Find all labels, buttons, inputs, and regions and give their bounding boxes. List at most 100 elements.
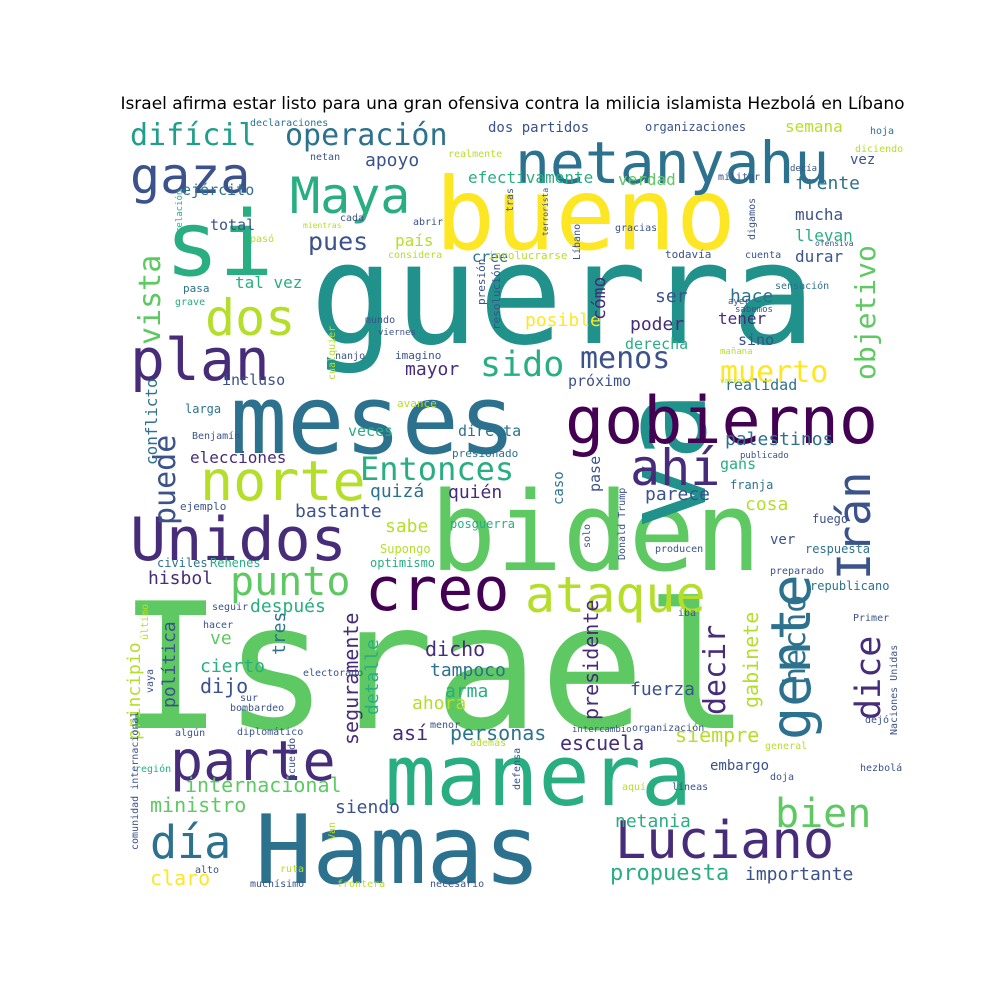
cloud-word-bombardeo: bombardeo (230, 703, 284, 714)
cloud-word-politica: política (159, 621, 180, 708)
cloud-word-sido: sido (480, 345, 564, 385)
cloud-word-hecho: hecho (778, 595, 813, 685)
cloud-word-ayer: ayer (728, 297, 750, 307)
cloud-word-terrorista: terrorista (541, 188, 550, 236)
cloud-word-tras: tras (505, 188, 516, 212)
cloud-word-manera: manera (385, 727, 692, 826)
cloud-word-pasa: pasa (183, 282, 210, 295)
cloud-word-militar: militar (718, 172, 760, 183)
cloud-word-netanyahu: netanyahu (515, 129, 829, 197)
cloud-word-mayor: mayor (405, 359, 459, 380)
cloud-word-seguramente: seguramente (339, 613, 363, 745)
cloud-word-dificil: difícil (130, 118, 256, 153)
cloud-word-dos: dos (205, 289, 295, 347)
cloud-word-ser: ser (655, 286, 688, 307)
cloud-word-tal-vez: tal vez (235, 273, 302, 292)
cloud-word-avance: avance (397, 397, 437, 410)
cloud-word-mucha: mucha (795, 205, 843, 224)
cloud-word-publicado: publicado (740, 451, 789, 461)
cloud-word-guerra: guerra (310, 214, 816, 377)
cloud-word-va: va (599, 392, 733, 530)
cloud-word-naciones-unidas: Naciones Unidas (889, 645, 900, 735)
cloud-word-seguir: seguir (212, 602, 248, 613)
cloud-word-decia: decía (790, 164, 817, 174)
figure-title: Israel afirma estar listo para una gran … (120, 94, 905, 114)
cloud-word-cuenta: cuenta (745, 250, 781, 261)
cloud-word-grave: grave (175, 297, 205, 308)
cloud-word-optimismo: optimismo (370, 556, 435, 570)
cloud-word-republicano: republicano (810, 579, 889, 593)
cloud-word-realmente: realmente (448, 149, 502, 160)
cloud-word-total: total (210, 216, 255, 234)
cloud-word-libano: Líbano (571, 224, 583, 260)
cloud-word-gracias: gracias (615, 223, 657, 234)
cloud-word-netan: netan (310, 152, 340, 163)
cloud-word-abrir: abrir (413, 217, 443, 228)
cloud-word-bien: bien (775, 791, 871, 837)
cloud-word-internacional: internacional (185, 773, 342, 797)
cloud-word-quiza: quizá (370, 481, 424, 502)
cloud-word-doja: doja (770, 772, 794, 783)
cloud-word-nanjo: nanjo (335, 351, 365, 362)
cloud-word-gobierno: gobierno (565, 384, 878, 459)
cloud-word-mientras: mientras (303, 221, 342, 230)
cloud-word-relacion: relación (174, 190, 185, 233)
cloud-word-iba: iba (678, 608, 696, 619)
cloud-word-asi: así (392, 721, 428, 745)
cloud-word-paso: pasó (250, 233, 274, 245)
cloud-word-hamas: Hamas (255, 796, 541, 906)
cloud-word-bastante: bastante (295, 501, 382, 522)
cloud-word-organizacion: organización (632, 722, 704, 734)
cloud-word-pues: pues (308, 227, 368, 256)
cloud-word-hace: hace (730, 286, 773, 307)
cloud-word-derecha: derecha (625, 335, 688, 353)
cloud-word-verdad: verdad (618, 170, 676, 189)
cloud-word-cualquier: cualquier (327, 326, 338, 380)
cloud-word-semana: semana (785, 117, 843, 136)
cloud-word-frontera: frontera (337, 879, 385, 890)
cloud-word-comunidad-internacional: comunidad internacional (130, 712, 141, 850)
cloud-word-importante: importante (745, 864, 853, 885)
cloud-word-defensa: defensa (512, 748, 523, 790)
cloud-word-mundo: mundo (365, 315, 395, 326)
cloud-word-gabinete: gabinete (739, 612, 763, 708)
cloud-word-siendo: siendo (335, 797, 400, 818)
cloud-word-presionado: presionado (452, 447, 518, 460)
cloud-word-alto: alto (195, 865, 219, 876)
cloud-word-ultimo: último (139, 604, 151, 640)
cloud-word-dos-partidos: dos partidos (488, 120, 589, 136)
cloud-word-menor: menor (430, 720, 460, 731)
cloud-word-solo: solo (582, 524, 593, 548)
cloud-word-netania: netania (615, 811, 691, 832)
cloud-word-declaraciones: declaraciones (250, 118, 328, 129)
cloud-word-ejercito: ejército (182, 181, 254, 199)
cloud-word-hezbola: hezbolá (860, 762, 902, 774)
cloud-word-israel: Israel (118, 567, 750, 770)
cloud-word-quien: quién (448, 482, 502, 503)
cloud-word-dicho: dicho (425, 637, 485, 661)
cloud-word-viernes: viernes (378, 328, 416, 338)
cloud-word-ademas: además (470, 737, 506, 749)
cloud-word-meses: meses (230, 366, 516, 476)
cloud-word-palestinos: palestinos (725, 429, 833, 450)
cloud-word-unidos: Unidos (130, 505, 347, 575)
cloud-word-poder: poder (630, 314, 684, 335)
cloud-word-claro: claro (150, 866, 210, 890)
cloud-word-biden: biden (430, 468, 761, 596)
cloud-word-incluso: incluso (222, 371, 285, 389)
cloud-word-luciano: Luciano (615, 811, 834, 871)
cloud-word-presion: presión (475, 259, 488, 305)
cloud-word-hacer: hacer (203, 620, 233, 631)
cloud-word-sensacion: sensación (775, 280, 829, 292)
cloud-word-preparado: preparado (770, 566, 824, 577)
cloud-word-creo: creo (365, 555, 510, 625)
cloud-word-plan: plan (130, 326, 270, 394)
cloud-word-algun: algún (175, 727, 205, 739)
cloud-word-sabemos: sabemos (735, 305, 773, 315)
cloud-word-muchisimo: muchísimo (250, 878, 304, 890)
cloud-word-franja: franja (730, 478, 773, 492)
cloud-word-bueno: bueno (435, 156, 736, 273)
cloud-word-larga: larga (185, 402, 221, 416)
cloud-word-hisbol: hisbol (148, 568, 213, 589)
cloud-word-norte: norte (200, 449, 366, 513)
